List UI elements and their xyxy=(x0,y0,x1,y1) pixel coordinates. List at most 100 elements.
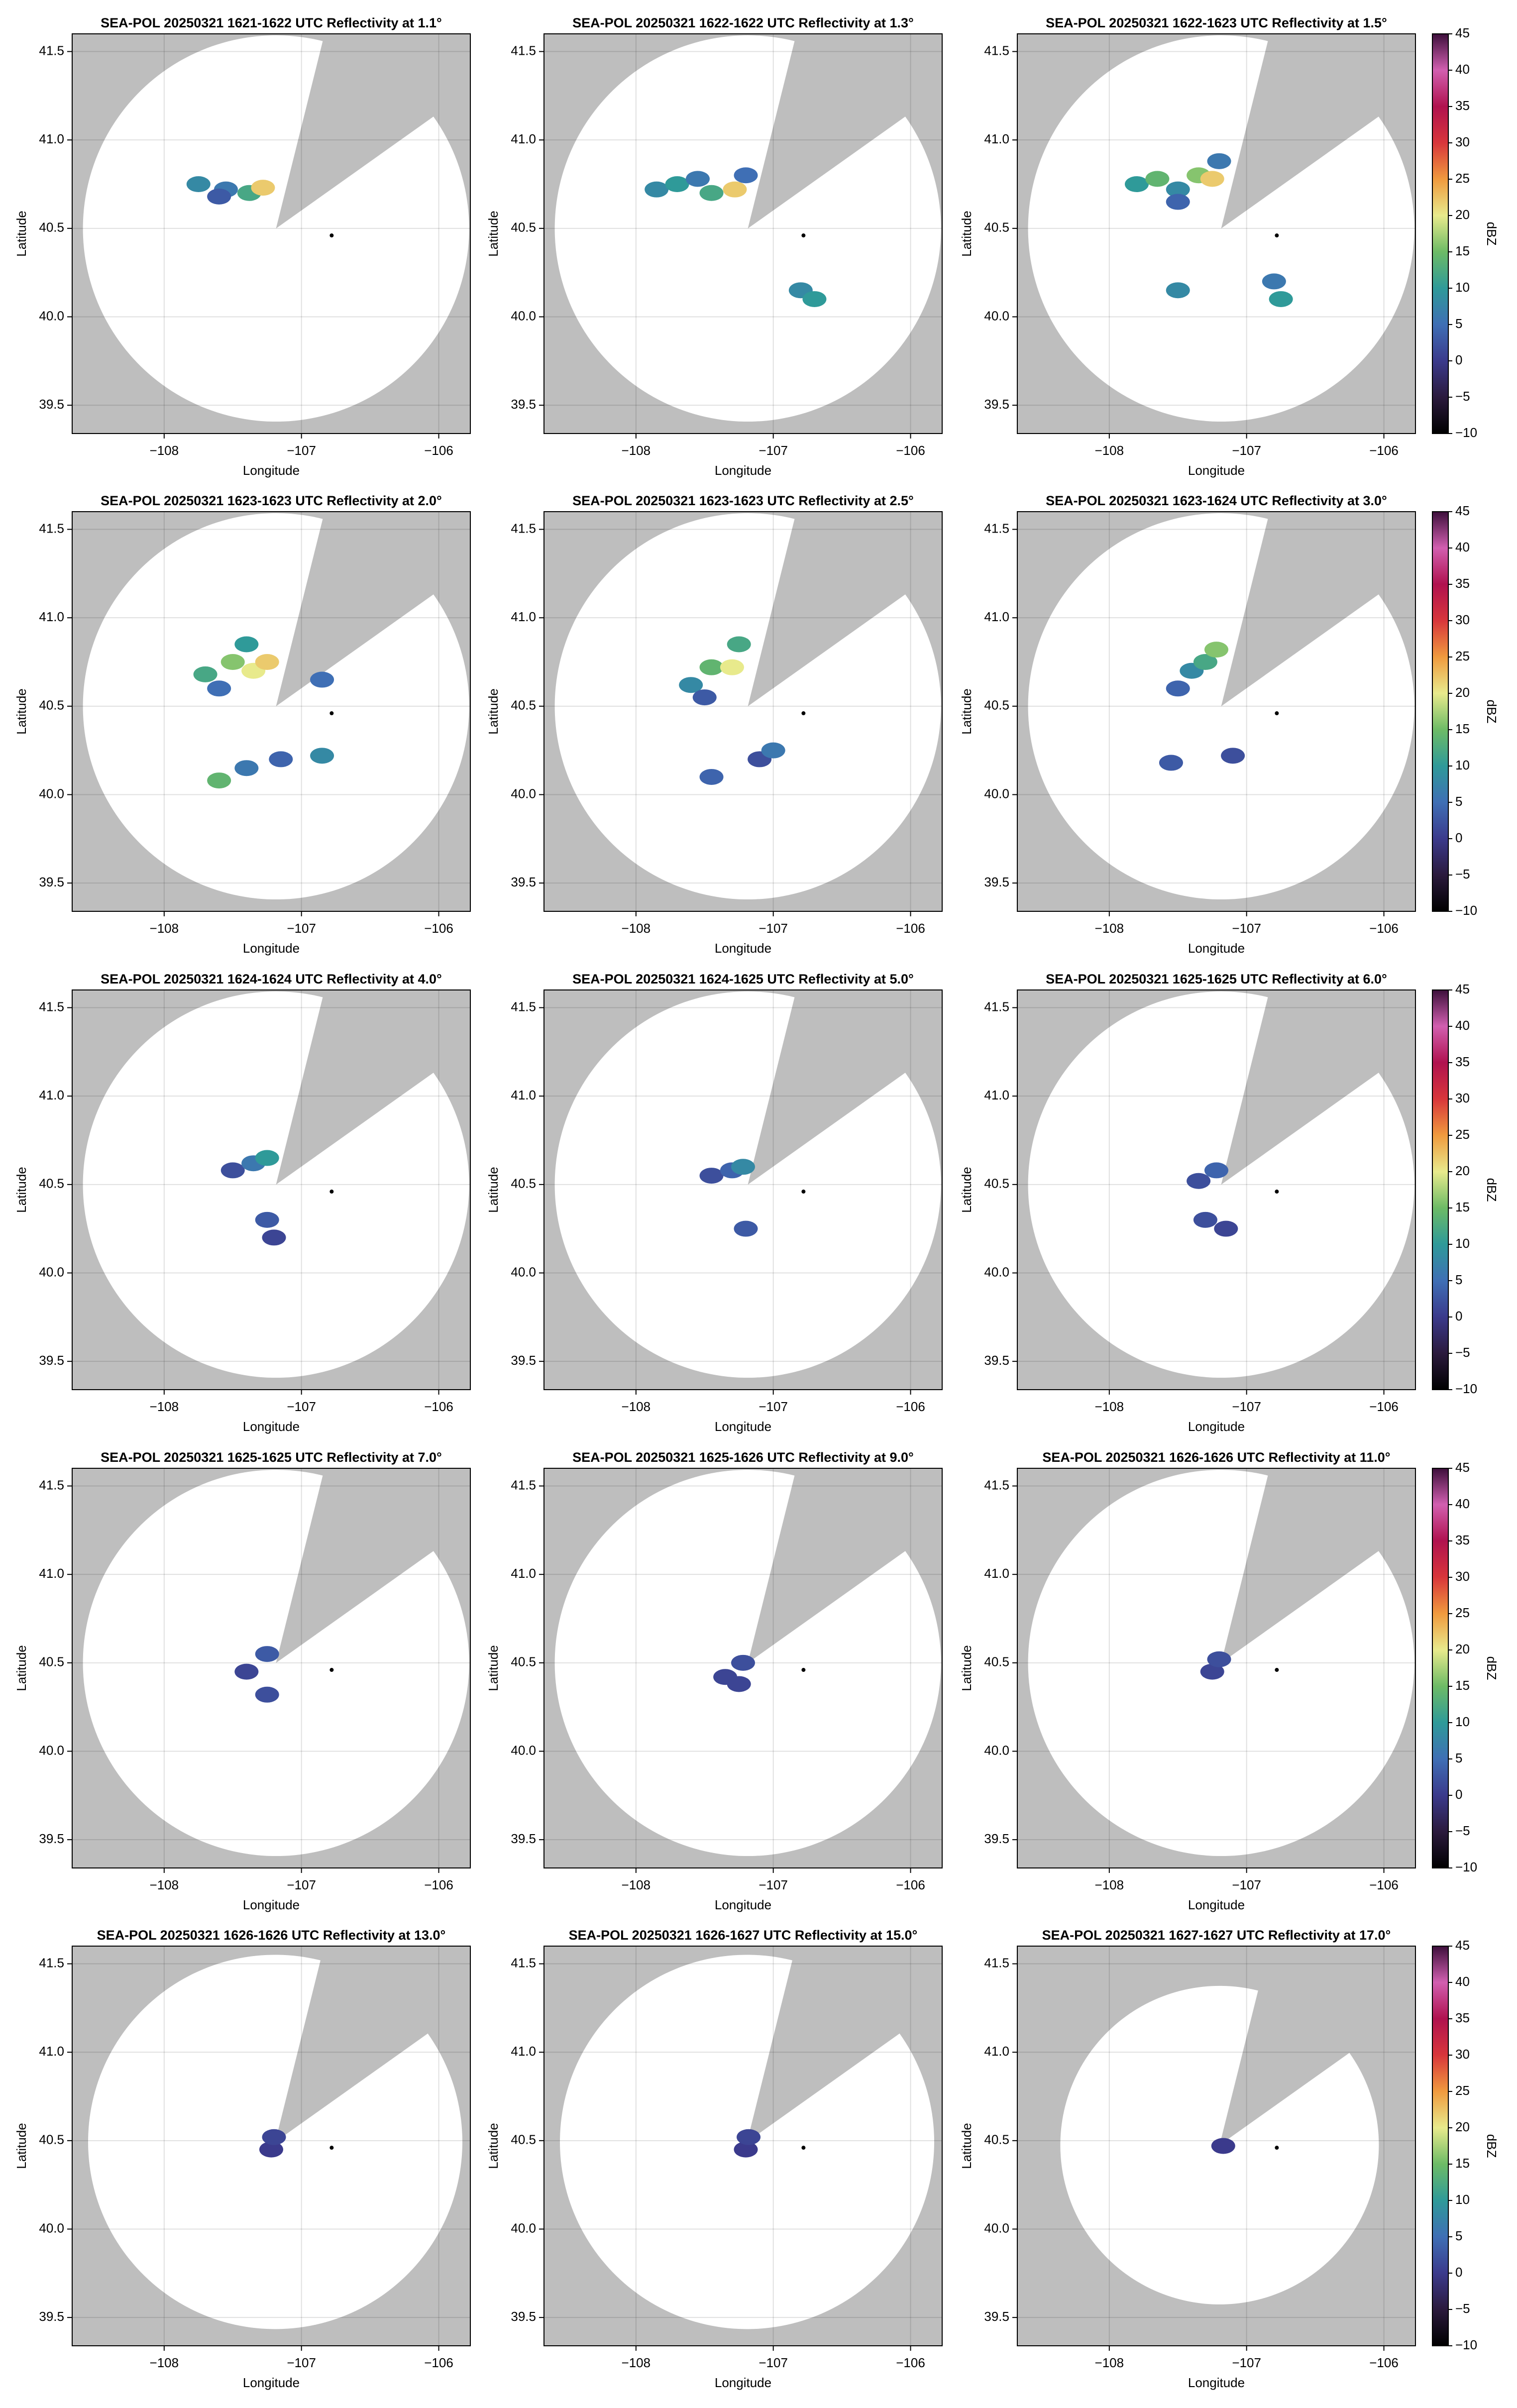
colorbar-tick-label: 0 xyxy=(1455,352,1462,367)
site-marker xyxy=(329,2146,334,2150)
y-axis-label: Latitude xyxy=(486,2123,501,2169)
y-axis-label: Latitude xyxy=(14,1167,29,1213)
site-marker xyxy=(801,711,806,716)
y-tick-label: 40.0 xyxy=(511,308,536,323)
x-axis-label: Longitude xyxy=(1188,463,1245,478)
y-tick-label: 41.5 xyxy=(39,999,64,1014)
colorbar-tick-label: −10 xyxy=(1455,903,1477,918)
y-axis-label: Latitude xyxy=(959,688,974,735)
axes-frame xyxy=(1017,1946,1416,2346)
panel-title: SEA-POL 20250321 1626-1626 UTC Reflectiv… xyxy=(1042,1450,1390,1465)
colorbar-tick-label: 10 xyxy=(1455,758,1470,772)
axes-frame xyxy=(543,1468,943,1868)
colorbar-tick-label: 20 xyxy=(1455,1163,1470,1178)
echo xyxy=(665,176,689,193)
echo xyxy=(310,748,334,764)
x-tick-label: −108 xyxy=(1095,1877,1124,1892)
echo xyxy=(692,689,717,706)
echo xyxy=(699,768,724,785)
x-tick-label: −107 xyxy=(1232,921,1261,936)
y-tick-label: 41.5 xyxy=(511,521,536,536)
colorbar xyxy=(1432,1468,1449,1868)
x-tick-label: −106 xyxy=(424,1399,453,1414)
y-tick-label: 40.5 xyxy=(984,1176,1009,1191)
echo xyxy=(1214,1220,1238,1237)
colorbar xyxy=(1432,33,1449,434)
y-tick-label: 41.0 xyxy=(39,1566,64,1581)
echo xyxy=(734,2141,758,2158)
echo xyxy=(1159,755,1183,771)
echo xyxy=(1207,1651,1231,1667)
echo xyxy=(207,680,231,697)
colorbar-label: dBZ xyxy=(1484,222,1499,246)
colorbar-tick-label: 45 xyxy=(1455,1938,1470,1953)
colorbar-tick-label: −10 xyxy=(1455,2337,1477,2352)
x-tick-label: −108 xyxy=(622,2355,651,2370)
site-marker xyxy=(1275,233,1279,238)
colorbar-tick-label: 20 xyxy=(1455,207,1470,222)
colorbar-tick-label: 30 xyxy=(1455,1569,1470,1584)
panel-title: SEA-POL 20250321 1622-1622 UTC Reflectiv… xyxy=(572,15,914,30)
x-axis-label: Longitude xyxy=(243,2375,300,2390)
x-tick-label: −107 xyxy=(1232,2355,1261,2370)
y-tick-label: 40.5 xyxy=(511,220,536,235)
echo xyxy=(262,2129,286,2145)
y-tick-label: 40.5 xyxy=(984,220,1009,235)
x-axis-label: Longitude xyxy=(1188,941,1245,956)
y-tick-label: 41.0 xyxy=(511,1088,536,1102)
y-tick-label: 41.0 xyxy=(511,2044,536,2059)
x-axis-label: Longitude xyxy=(715,2375,771,2390)
y-axis-label: Latitude xyxy=(959,1645,974,1691)
y-tick-label: 39.5 xyxy=(39,1831,64,1846)
axes-frame xyxy=(72,989,471,1390)
colorbar-tick-label: 40 xyxy=(1455,1018,1470,1033)
panel xyxy=(72,1468,470,1868)
site-marker xyxy=(1275,711,1279,716)
panel xyxy=(72,34,470,434)
colorbar-tick-label: 30 xyxy=(1455,2047,1470,2062)
x-tick-label: −106 xyxy=(424,443,453,458)
y-tick-label: 41.5 xyxy=(984,1955,1009,1970)
colorbar-tick-label: 20 xyxy=(1455,1642,1470,1656)
echo xyxy=(193,666,217,682)
y-axis-label: Latitude xyxy=(486,1645,501,1691)
y-tick-label: 41.0 xyxy=(984,2044,1009,2059)
colorbar-tick-label: −10 xyxy=(1455,425,1477,440)
site-marker xyxy=(1275,1190,1279,1194)
radar-coverage xyxy=(554,513,941,900)
echo xyxy=(734,167,758,184)
colorbar-tick-label: 15 xyxy=(1455,2156,1470,2171)
y-tick-label: 40.0 xyxy=(39,2220,64,2235)
y-tick-label: 40.5 xyxy=(39,698,64,713)
colorbar-tick-label: 0 xyxy=(1455,830,1462,845)
x-tick-label: −106 xyxy=(1369,443,1399,458)
panel-title: SEA-POL 20250321 1626-1627 UTC Reflectiv… xyxy=(569,1928,918,1943)
colorbar-label: dBZ xyxy=(1484,1656,1499,1680)
x-tick-label: −106 xyxy=(424,921,453,936)
y-tick-label: 40.5 xyxy=(39,2132,64,2147)
panel-title: SEA-POL 20250321 1625-1625 UTC Reflectiv… xyxy=(101,1450,442,1465)
x-tick-label: −108 xyxy=(150,1877,179,1892)
echo xyxy=(731,1159,755,1175)
colorbar-label: dBZ xyxy=(1484,1178,1499,1202)
panel xyxy=(1017,990,1415,1390)
y-tick-label: 40.0 xyxy=(984,786,1009,801)
echo xyxy=(1207,153,1231,169)
echo xyxy=(645,181,669,198)
x-tick-label: −106 xyxy=(424,1877,453,1892)
x-tick-label: −107 xyxy=(287,1399,316,1414)
x-axis-label: Longitude xyxy=(1188,1897,1245,1912)
y-tick-label: 40.0 xyxy=(39,1264,64,1279)
echo xyxy=(679,677,703,693)
y-tick-label: 41.5 xyxy=(511,43,536,58)
x-tick-label: −107 xyxy=(287,443,316,458)
panel-title: SEA-POL 20250321 1625-1626 UTC Reflectiv… xyxy=(572,1450,914,1465)
y-axis-label: Latitude xyxy=(14,211,29,257)
colorbar-tick-label: 35 xyxy=(1455,1532,1470,1547)
x-tick-label: −106 xyxy=(1369,2355,1399,2370)
y-tick-label: 39.5 xyxy=(39,2309,64,2324)
colorbar-tick-label: 45 xyxy=(1455,503,1470,518)
y-tick-label: 40.0 xyxy=(511,1264,536,1279)
x-tick-label: −106 xyxy=(1369,921,1399,936)
panel xyxy=(1017,1468,1415,1868)
